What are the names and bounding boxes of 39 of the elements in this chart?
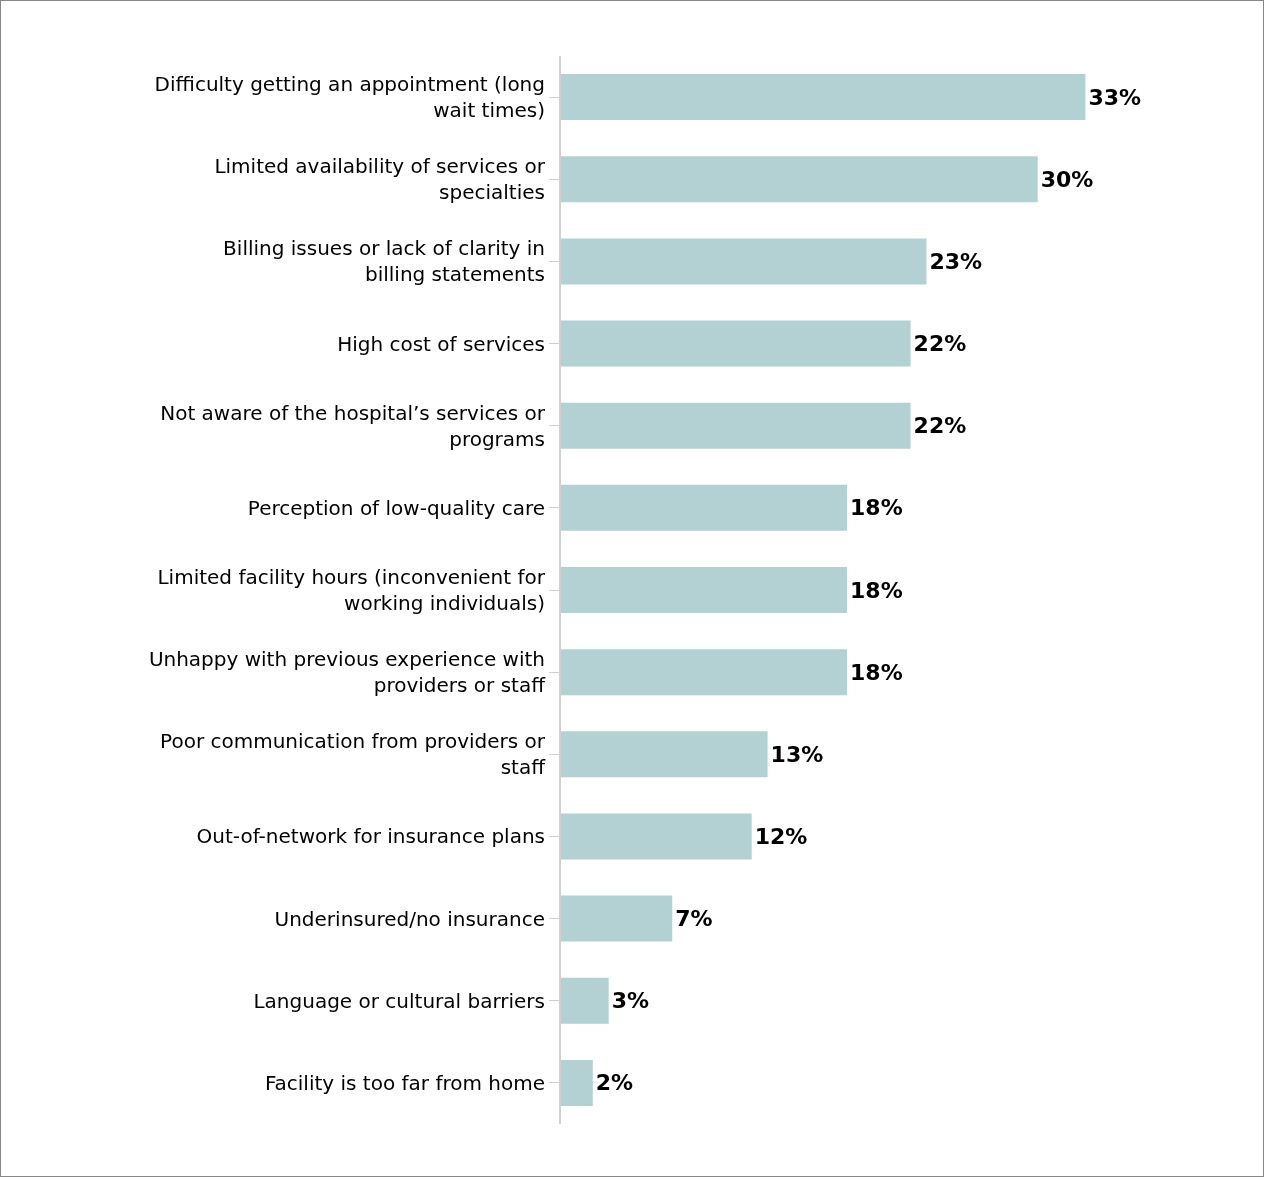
bar	[561, 74, 1086, 121]
data-label: 18%	[850, 495, 903, 521]
data-label: 7%	[675, 906, 713, 932]
bar	[561, 238, 927, 285]
bar	[561, 156, 1038, 203]
y-tick-label: Language or cultural barriers	[253, 988, 545, 1013]
data-label: 22%	[913, 413, 967, 439]
y-tick-label: High cost of services	[337, 331, 545, 356]
y-tick-label: Underinsured/no insurance	[274, 906, 545, 931]
bar	[561, 1059, 593, 1106]
data-label: 18%	[850, 577, 903, 603]
data-label: 18%	[850, 659, 903, 685]
data-label: 33%	[1088, 84, 1142, 110]
y-tick-label: Not aware of the hospital’s services or programs	[160, 400, 546, 451]
bar	[561, 484, 848, 531]
bar	[561, 895, 673, 942]
bar	[561, 320, 911, 367]
y-tick-label: Limited facility hours (inconvenient for working individuals)	[157, 565, 546, 615]
y-tick-label: Out-of-network for insurance plans	[196, 824, 545, 849]
y-tick-label: Poor communication from providers or staff	[160, 729, 547, 780]
bar	[561, 977, 609, 1024]
bar	[561, 649, 848, 696]
data-label: 13%	[770, 741, 824, 767]
data-label: 22%	[913, 331, 967, 357]
data-label: 2%	[595, 1070, 634, 1096]
y-tick-label: Unhappy with previous experience with providers or staff	[148, 647, 547, 698]
y-tick-label: Difficulty getting an appointment (long wait times)	[154, 72, 545, 123]
bar	[561, 402, 911, 449]
y-tick-label: Facility is too far from home	[264, 1070, 545, 1095]
data-label: 23%	[929, 248, 983, 274]
data-label: 3%	[611, 988, 650, 1014]
data-label: 30%	[1040, 166, 1094, 192]
bar	[561, 813, 752, 860]
bar	[561, 567, 848, 613]
y-tick-label: Limited availability of services or specialties	[214, 154, 546, 205]
y-tick-label: Billing issues or lack of clarity in billing statements	[223, 236, 545, 287]
y-tick-label: Perception of low-quality care	[247, 495, 545, 520]
bar	[561, 731, 768, 778]
data-label: 12%	[754, 823, 808, 849]
